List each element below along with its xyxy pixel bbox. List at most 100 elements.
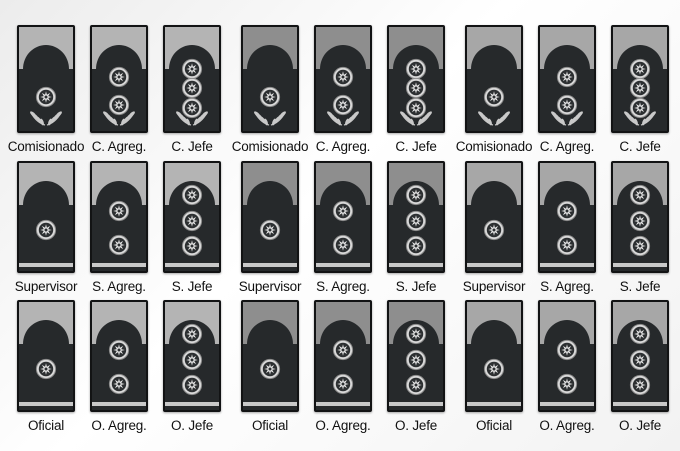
star-badge-icon	[405, 349, 427, 371]
rank-label: O. Agreg.	[539, 418, 595, 433]
rank-label: O. Jefe	[618, 418, 662, 433]
star-badge-icon	[181, 97, 203, 119]
epaulette-oficial-1	[241, 300, 299, 412]
star-badge-icon	[332, 66, 354, 88]
rank-label: C. Jefe	[619, 139, 661, 154]
epaulette-bottom-bar	[467, 402, 521, 406]
epaulette-supervisor-3	[387, 161, 445, 273]
star-badge-icon	[259, 358, 281, 380]
epaulette-cap	[540, 27, 594, 69]
epaulette-bottom-bar	[389, 263, 443, 267]
star-badge-icon	[556, 94, 578, 116]
epaulette-bottom-bar	[165, 402, 219, 406]
star-badge-icon	[629, 374, 651, 396]
epaulette-cap	[389, 302, 443, 344]
rank-label: S. Jefe	[395, 279, 437, 294]
epaulette-cap	[19, 302, 73, 344]
rank-label: Comisionado	[7, 139, 85, 154]
rank-label: Supervisor	[238, 279, 302, 294]
star-badge-icon	[405, 235, 427, 257]
epaulette-bottom-bar	[316, 402, 370, 406]
epaulette-bottom-bar	[467, 263, 521, 267]
star-badge-icon	[483, 358, 505, 380]
epaulette-cap	[467, 302, 521, 344]
epaulette-cap	[92, 163, 146, 205]
star-badge-icon	[108, 94, 130, 116]
laurel-icon	[327, 111, 359, 126]
star-badge-icon	[108, 339, 130, 361]
star-badge-icon	[405, 58, 427, 80]
epaulette-cap	[165, 163, 219, 205]
rank-label: Oficial	[27, 418, 65, 433]
epaulette-cap	[165, 27, 219, 69]
epaulette-cap	[389, 27, 443, 69]
star-badge-icon	[629, 184, 651, 206]
star-badge-icon	[483, 86, 505, 108]
star-badge-icon	[405, 210, 427, 232]
rank-label: S. Agreg.	[540, 279, 594, 294]
star-badge-icon	[181, 58, 203, 80]
epaulette-bottom-bar	[92, 402, 146, 406]
epaulette-cap	[92, 302, 146, 344]
epaulette-bottom-bar	[540, 263, 594, 267]
epaulette-bottom-bar	[92, 263, 146, 267]
rank-label: C. Agreg.	[539, 139, 595, 154]
rank-label: O. Agreg.	[91, 418, 147, 433]
epaulette-cap	[316, 27, 370, 69]
star-badge-icon	[556, 234, 578, 256]
epaulette-cap	[389, 163, 443, 205]
epaulette-oficial-3	[387, 300, 445, 412]
star-badge-icon	[332, 94, 354, 116]
rank-label: C. Jefe	[171, 139, 213, 154]
star-badge-icon	[629, 323, 651, 345]
rank-label: Comisionado	[231, 139, 309, 154]
epaulette-supervisor-1	[241, 161, 299, 273]
epaulette-supervisor-3	[611, 161, 669, 273]
rank-label: S. Agreg.	[316, 279, 370, 294]
rank-label: O. Agreg.	[315, 418, 371, 433]
epaulette-bottom-bar	[316, 263, 370, 267]
epaulette-supervisor-2	[314, 161, 372, 273]
laurel-icon	[624, 111, 656, 126]
rank-label: O. Jefe	[170, 418, 214, 433]
laurel-icon	[551, 111, 583, 126]
rank-label: Oficial	[475, 418, 513, 433]
star-badge-icon	[556, 66, 578, 88]
star-badge-icon	[181, 235, 203, 257]
epaulette-cap	[316, 163, 370, 205]
star-badge-icon	[556, 200, 578, 222]
laurel-icon	[176, 111, 208, 126]
rank-label: C. Agreg.	[315, 139, 371, 154]
epaulette-cap	[540, 302, 594, 344]
star-badge-icon	[556, 339, 578, 361]
rank-label: S. Agreg.	[92, 279, 146, 294]
epaulette-bottom-bar	[19, 263, 73, 267]
epaulette-bottom-bar	[613, 263, 667, 267]
epaulette-comisionado-1	[241, 25, 299, 133]
rank-label: C. Agreg.	[91, 139, 147, 154]
star-badge-icon	[629, 77, 651, 99]
epaulette-oficial-3	[611, 300, 669, 412]
epaulette-cap	[613, 163, 667, 205]
rank-label: S. Jefe	[171, 279, 213, 294]
star-badge-icon	[35, 219, 57, 241]
epaulette-oficial-2	[90, 300, 148, 412]
star-badge-icon	[332, 200, 354, 222]
star-badge-icon	[556, 373, 578, 395]
epaulette-oficial-1	[17, 300, 75, 412]
epaulette-cap	[613, 302, 667, 344]
laurel-icon	[478, 111, 510, 126]
star-badge-icon	[259, 86, 281, 108]
epaulette-supervisor-1	[465, 161, 523, 273]
epaulette-comisionado-3	[611, 25, 669, 133]
star-badge-icon	[259, 219, 281, 241]
epaulette-cap	[92, 27, 146, 69]
star-badge-icon	[405, 97, 427, 119]
epaulette-oficial-3	[163, 300, 221, 412]
epaulette-comisionado-2	[90, 25, 148, 133]
star-badge-icon	[108, 234, 130, 256]
epaulette-cap	[19, 27, 73, 69]
star-badge-icon	[181, 77, 203, 99]
laurel-icon	[30, 111, 62, 126]
